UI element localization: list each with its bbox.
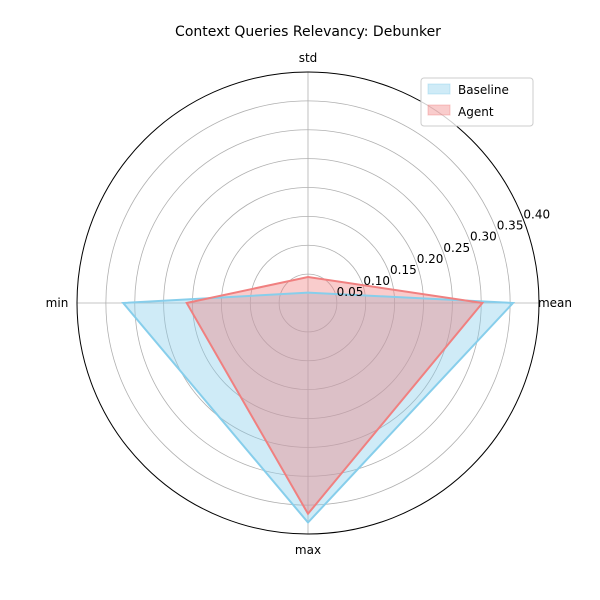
legend: Baseline Agent — [420, 77, 534, 127]
radial-tick-label: 0.10 — [363, 274, 390, 288]
chart-title: Context Queries Relevancy: Debunker — [175, 24, 441, 40]
radial-tick-label: 0.40 — [523, 208, 550, 222]
radial-tick-label: 0.30 — [470, 230, 497, 244]
radial-tick-label: 0.20 — [417, 252, 444, 266]
category-label-min: min — [46, 296, 69, 310]
series-line-agent — [185, 275, 485, 516]
radial-tick-label: 0.05 — [337, 285, 364, 299]
legend-box — [420, 77, 534, 127]
outer-frame — [76, 71, 540, 535]
series-fill-baseline — [123, 292, 513, 523]
series-line-baseline — [121, 291, 516, 525]
series-fill-agent — [186, 277, 483, 514]
legend-label-baseline: Baseline — [458, 83, 509, 97]
legend-label-agent: Agent — [458, 105, 494, 119]
radial-tick-label: 0.15 — [390, 263, 417, 277]
category-label-std: std — [299, 51, 318, 65]
series-layer — [121, 275, 516, 525]
legend-swatch-agent — [427, 104, 451, 116]
legend-swatch-baseline — [427, 83, 451, 95]
category-label-mean: mean — [538, 296, 572, 310]
label-layer: mean std min max 0.050.100.150.200.250.300.3… — [46, 51, 572, 557]
radial-tick-label: 0.35 — [497, 219, 524, 233]
radial-tick-label: 0.25 — [443, 241, 470, 255]
category-label-max: max — [295, 543, 321, 557]
